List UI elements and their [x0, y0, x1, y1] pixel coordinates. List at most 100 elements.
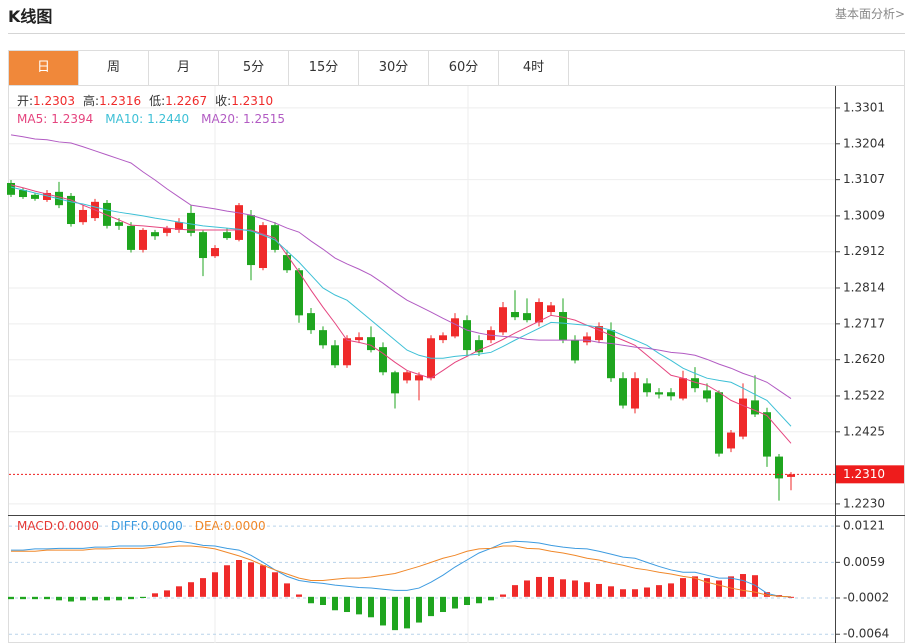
candle-body	[499, 307, 507, 333]
macd-line	[11, 540, 792, 598]
candle-body	[739, 398, 747, 437]
divider	[8, 33, 905, 34]
candle-body	[199, 232, 207, 259]
macd-bar	[224, 565, 230, 597]
candle-body	[463, 320, 471, 351]
macd-bar	[308, 596, 314, 604]
candle-body	[163, 228, 171, 233]
macd-bar	[164, 590, 170, 597]
macd-bar	[68, 596, 74, 602]
macd-bar	[44, 596, 50, 600]
y-tick-label: 1.3301	[843, 100, 885, 114]
fundamental-link[interactable]: 基本面分析>	[834, 7, 905, 21]
macd-bar	[80, 596, 86, 601]
candle-body	[571, 340, 579, 361]
macd-bar	[20, 596, 26, 600]
ma-line	[10, 134, 792, 399]
candle-body	[775, 456, 783, 479]
macd-bar	[32, 596, 38, 600]
last-price-label: 1.2310	[843, 467, 885, 481]
macd-bar	[392, 596, 398, 631]
macd-bar	[380, 596, 386, 626]
macd-bar	[584, 582, 590, 597]
y-tick-label: 1.2620	[843, 352, 885, 366]
ma-line	[10, 184, 792, 444]
macd-bar	[440, 596, 446, 613]
last-price-box	[836, 465, 904, 484]
candle-body	[607, 330, 615, 379]
macd-bar	[560, 579, 566, 597]
candle-body	[355, 337, 363, 341]
candle-body	[211, 248, 219, 257]
macd-bar	[740, 574, 746, 597]
macd-bar	[236, 560, 242, 597]
candle-body	[679, 378, 687, 399]
candle-body	[331, 345, 339, 366]
legend-name: MA10:	[105, 112, 143, 126]
legend-value: 0.0000	[141, 519, 183, 533]
macd-bar	[512, 585, 518, 597]
y-tick-label: 1.2814	[843, 280, 885, 294]
legend-value: 1.2440	[147, 112, 189, 126]
period-tab[interactable]: 60分	[429, 51, 499, 85]
candle-body	[319, 330, 327, 346]
macd-bar	[764, 592, 770, 597]
macd-bar	[260, 565, 266, 597]
macd-bar	[608, 586, 614, 597]
info-label: 低:	[149, 94, 165, 108]
period-tab[interactable]: 月	[149, 51, 219, 85]
candle-body	[523, 313, 531, 321]
candle-body	[787, 474, 795, 477]
period-tab[interactable]: 5分	[219, 51, 289, 85]
macd-bar	[296, 594, 302, 597]
macd-bar	[752, 575, 758, 597]
macd-bar	[248, 562, 254, 597]
legend-value: 1.2394	[51, 112, 93, 126]
macd-bar	[704, 578, 710, 597]
macd-bar	[716, 580, 722, 597]
candle-body	[547, 305, 555, 313]
ma-legend: MA5: 1.2394 MA10: 1.2440 MA20: 1.2515	[17, 112, 285, 126]
info-value: 1.2310	[231, 94, 273, 108]
candle-body	[307, 313, 315, 331]
y-tick-label: -0.0064	[843, 627, 889, 641]
ma-line	[10, 186, 792, 427]
macd-bar	[8, 596, 14, 600]
y-tick-label: 1.2522	[843, 388, 885, 402]
candle-body	[295, 270, 303, 316]
period-tab[interactable]: 15分	[289, 51, 359, 85]
period-tab[interactable]: 30分	[359, 51, 429, 85]
candle-body	[103, 202, 111, 226]
candle-body	[691, 378, 699, 389]
macd-bar	[272, 572, 278, 597]
y-tick-label: 0.0121	[843, 519, 885, 533]
macd-bar	[548, 576, 554, 597]
candle-body	[451, 318, 459, 337]
info-label: 开:	[17, 94, 33, 108]
candle-body	[235, 205, 243, 240]
candle-body	[415, 375, 423, 381]
info-label: 收:	[215, 94, 231, 108]
candle-body	[391, 372, 399, 394]
period-tab[interactable]: 周	[79, 51, 149, 85]
macd-bar	[620, 589, 626, 597]
legend-value: 0.0000	[224, 519, 266, 533]
macd-bar	[188, 582, 194, 597]
candle-body	[259, 225, 267, 269]
period-tab[interactable]: 日	[9, 51, 79, 85]
candle-body	[151, 232, 159, 237]
candle-body	[535, 302, 543, 323]
candle-body	[379, 347, 387, 373]
candle-body	[403, 372, 411, 381]
y-tick-label: 1.3204	[843, 136, 885, 150]
candle-body	[475, 340, 483, 353]
y-tick-label: -0.0002	[843, 590, 889, 604]
macd-bar	[692, 576, 698, 597]
info-value: 1.2303	[33, 94, 75, 108]
macd-bar	[176, 586, 182, 597]
candle-body	[631, 378, 639, 409]
candle-body	[367, 337, 375, 351]
y-tick-label: 1.2425	[843, 424, 885, 438]
period-tab[interactable]: 4时	[499, 51, 569, 85]
